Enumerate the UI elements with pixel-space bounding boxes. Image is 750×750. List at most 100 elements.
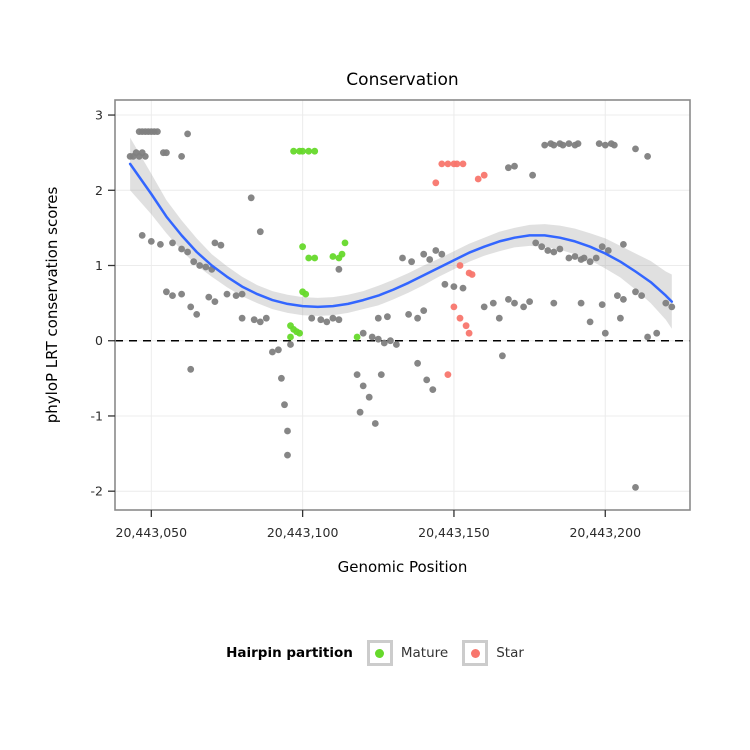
point-other bbox=[374, 335, 382, 343]
point-other bbox=[459, 284, 467, 292]
legend-title: Hairpin partition bbox=[226, 645, 353, 661]
y-tick-label: 2 bbox=[95, 183, 103, 198]
point-other bbox=[526, 298, 533, 305]
point-other bbox=[317, 316, 325, 324]
point-other bbox=[617, 314, 624, 322]
point-other bbox=[178, 245, 186, 253]
point-other bbox=[632, 145, 639, 153]
point-other bbox=[420, 307, 428, 314]
legend-key-star bbox=[462, 640, 489, 666]
point-other bbox=[275, 346, 282, 354]
point-other bbox=[365, 393, 373, 401]
point-mature bbox=[290, 147, 297, 155]
x-tick-label: 20,443,100 bbox=[267, 525, 339, 540]
point-mature bbox=[305, 254, 313, 262]
y-tick-label: -1 bbox=[91, 408, 103, 423]
point-other bbox=[565, 140, 573, 148]
point-star bbox=[480, 171, 488, 179]
point-other bbox=[238, 290, 246, 298]
point-other bbox=[178, 290, 186, 298]
point-mature bbox=[341, 239, 349, 247]
point-other bbox=[232, 292, 240, 299]
point-other bbox=[335, 316, 343, 324]
point-other bbox=[380, 339, 388, 347]
legend-label-star: Star bbox=[496, 645, 524, 661]
legend: Hairpin partition Mature Star bbox=[0, 640, 750, 666]
point-other bbox=[287, 341, 294, 348]
point-other bbox=[529, 171, 536, 179]
point-other bbox=[586, 258, 594, 266]
point-other bbox=[505, 164, 512, 172]
point-other bbox=[368, 333, 376, 341]
point-star bbox=[465, 329, 473, 337]
plot-panel bbox=[115, 100, 690, 510]
point-other bbox=[592, 254, 600, 262]
point-other bbox=[169, 292, 176, 299]
legend-label-mature: Mature bbox=[400, 645, 449, 661]
point-other bbox=[614, 292, 621, 299]
point-other bbox=[308, 314, 316, 322]
point-other bbox=[644, 153, 651, 160]
point-other bbox=[141, 153, 149, 160]
point-other bbox=[335, 265, 343, 273]
point-other bbox=[284, 427, 291, 435]
point-other bbox=[178, 153, 186, 160]
point-other bbox=[544, 247, 552, 254]
point-other bbox=[329, 314, 337, 322]
point-other bbox=[556, 245, 564, 253]
point-other bbox=[262, 314, 270, 322]
point-other bbox=[441, 280, 449, 288]
point-other bbox=[211, 298, 219, 305]
point-other bbox=[620, 296, 627, 303]
point-other bbox=[426, 256, 434, 263]
point-other bbox=[384, 313, 391, 321]
point-other bbox=[359, 329, 367, 337]
point-star bbox=[438, 160, 446, 168]
point-other bbox=[550, 141, 558, 149]
point-other bbox=[450, 283, 458, 290]
point-other bbox=[217, 241, 225, 249]
point-other bbox=[620, 241, 627, 248]
point-mature bbox=[305, 147, 313, 155]
y-tick-label: 1 bbox=[95, 258, 103, 273]
x-axis-label: Genomic Position bbox=[337, 558, 468, 576]
point-other bbox=[638, 292, 645, 299]
point-other bbox=[138, 232, 146, 239]
star-dot-icon bbox=[470, 648, 480, 658]
point-mature bbox=[329, 253, 337, 260]
point-star bbox=[462, 322, 470, 330]
x-tick-label: 20,443,050 bbox=[116, 525, 188, 540]
point-other bbox=[374, 314, 382, 322]
point-other bbox=[193, 311, 201, 318]
point-mature bbox=[311, 147, 319, 155]
point-other bbox=[662, 299, 670, 307]
point-other bbox=[205, 293, 213, 301]
point-star bbox=[432, 179, 440, 187]
point-other bbox=[577, 299, 585, 307]
point-other bbox=[495, 314, 503, 322]
point-other bbox=[499, 352, 506, 360]
point-mature bbox=[311, 254, 319, 262]
point-other bbox=[408, 258, 415, 266]
point-other bbox=[574, 140, 582, 148]
point-other bbox=[604, 247, 612, 254]
point-other bbox=[163, 288, 170, 296]
smooth-line bbox=[128, 162, 674, 309]
point-other bbox=[256, 228, 264, 236]
point-other bbox=[565, 254, 573, 262]
point-other bbox=[559, 141, 567, 149]
point-other bbox=[632, 288, 639, 296]
point-other bbox=[480, 303, 488, 311]
point-other bbox=[571, 253, 579, 260]
point-other bbox=[250, 316, 258, 324]
point-other bbox=[438, 250, 446, 258]
point-star bbox=[444, 160, 452, 168]
point-star bbox=[468, 271, 476, 278]
point-star bbox=[456, 314, 464, 322]
point-other bbox=[632, 484, 639, 491]
point-other bbox=[429, 386, 437, 393]
point-mature bbox=[299, 147, 306, 155]
point-other bbox=[489, 299, 497, 307]
point-mature bbox=[296, 329, 303, 337]
point-star bbox=[474, 175, 482, 183]
